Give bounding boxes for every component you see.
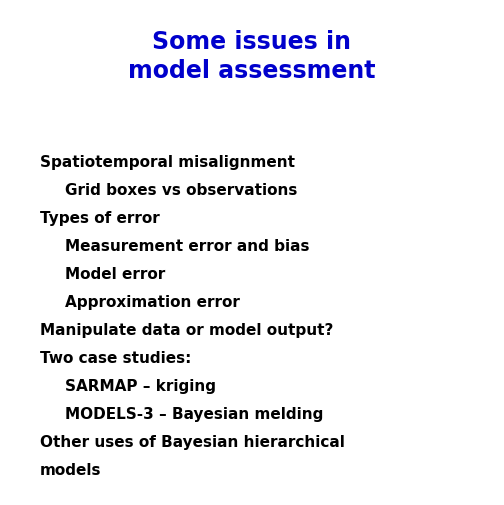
- Text: Types of error: Types of error: [40, 211, 160, 226]
- Text: Two case studies:: Two case studies:: [40, 351, 192, 366]
- Text: MODELS-3 – Bayesian melding: MODELS-3 – Bayesian melding: [65, 407, 324, 422]
- Text: Model error: Model error: [65, 267, 165, 282]
- Text: Other uses of Bayesian hierarchical: Other uses of Bayesian hierarchical: [40, 435, 345, 450]
- Text: models: models: [40, 463, 101, 478]
- Text: Some issues in
model assessment: Some issues in model assessment: [128, 30, 376, 83]
- Text: Grid boxes vs observations: Grid boxes vs observations: [65, 183, 297, 198]
- Text: Manipulate data or model output?: Manipulate data or model output?: [40, 323, 333, 338]
- Text: Measurement error and bias: Measurement error and bias: [65, 239, 309, 254]
- Text: Approximation error: Approximation error: [65, 295, 240, 310]
- Text: Spatiotemporal misalignment: Spatiotemporal misalignment: [40, 155, 295, 170]
- Text: SARMAP – kriging: SARMAP – kriging: [65, 379, 216, 394]
